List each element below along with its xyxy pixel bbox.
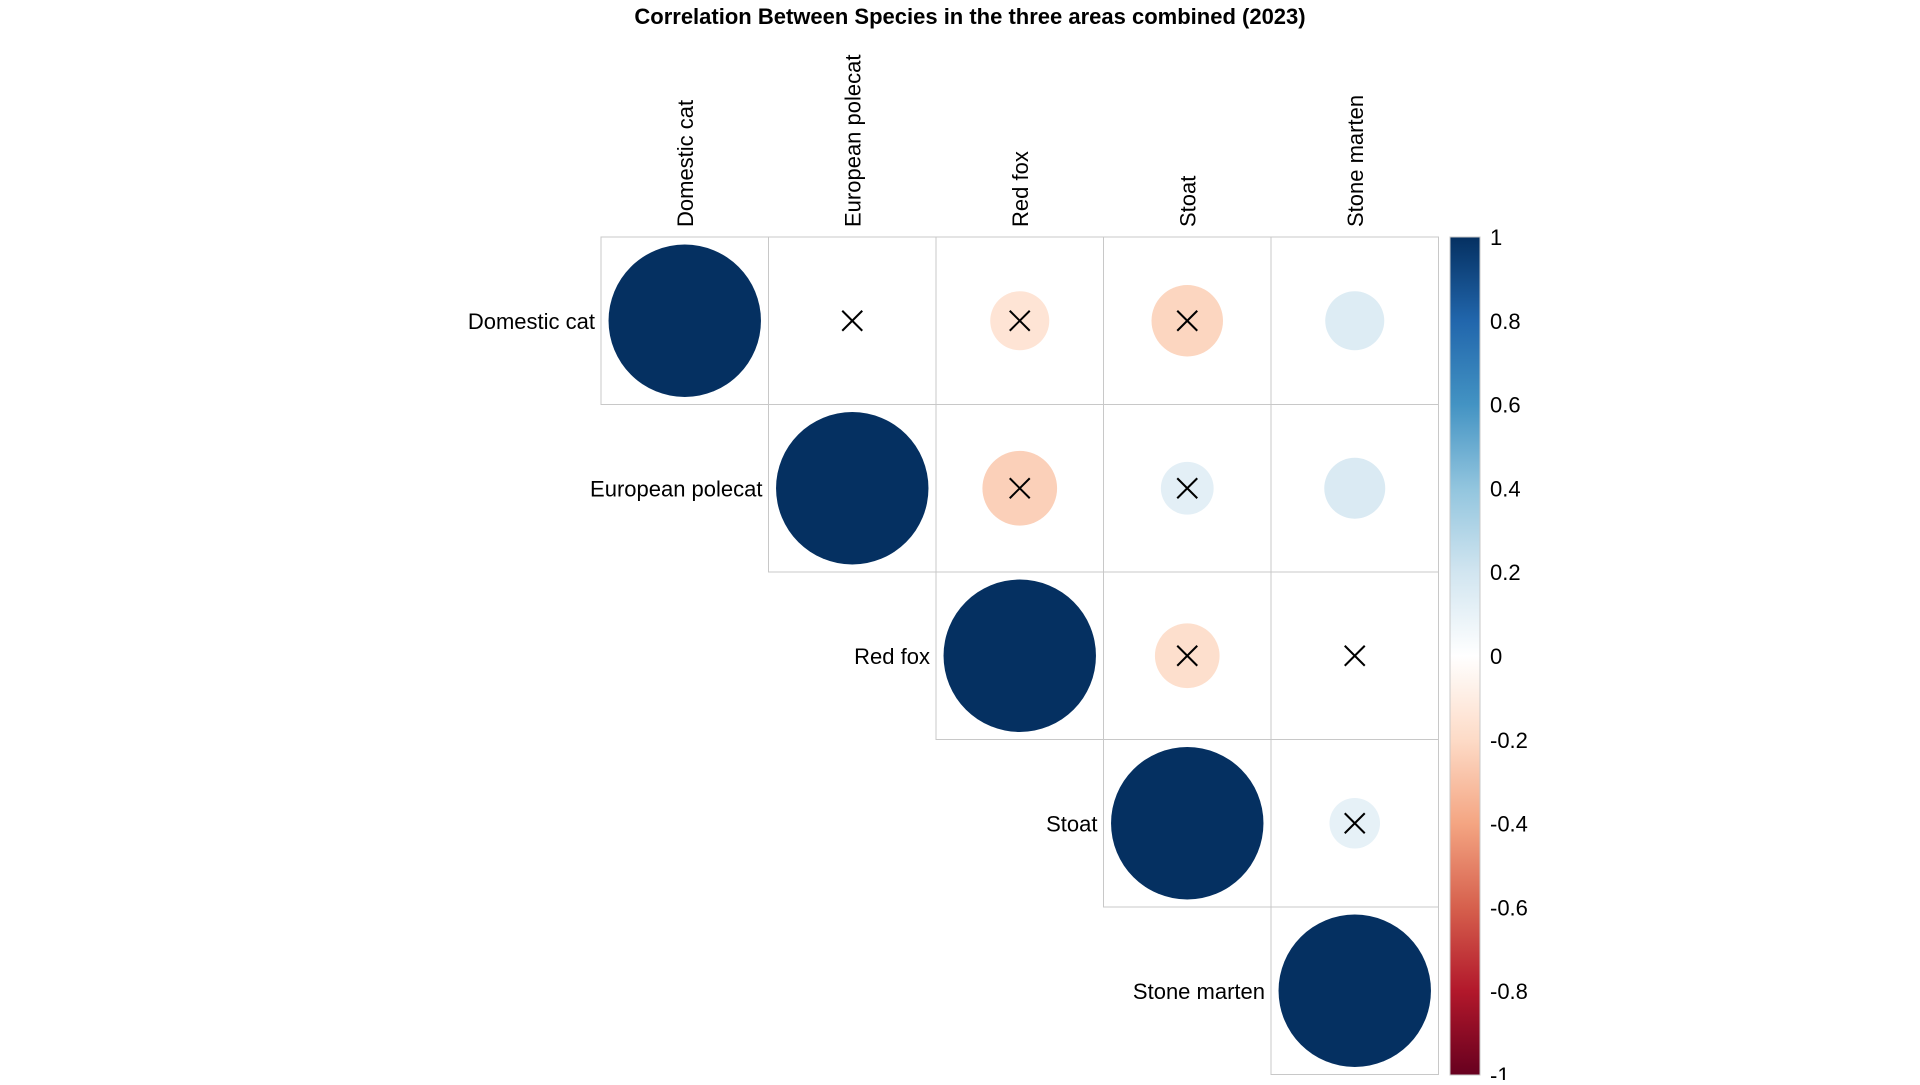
insignificant-cross-mark (841, 310, 863, 332)
colorbar-tick-label: -0.2 (1490, 728, 1528, 753)
colorbar-tick-label: 1 (1490, 225, 1502, 250)
insignificant-cross-mark (1344, 645, 1366, 667)
colorbar-tick-label: 0.8 (1490, 309, 1521, 334)
insignificant-cross-mark (1009, 477, 1031, 499)
row-label: European polecat (590, 476, 762, 501)
cross-layer (841, 310, 1366, 834)
colorbar-gradient (1449, 236, 1481, 1076)
column-label: Domestic cat (673, 100, 698, 227)
insignificant-cross-mark (1344, 812, 1366, 834)
colorbar-tick-label: 0.6 (1490, 393, 1521, 418)
row-label: Domestic cat (468, 309, 595, 334)
colorbar: 1 0.8 0.6 0.4 0.2 0 -0.2 -0.4 -0.6 -0.8 -1 (1449, 225, 1528, 1085)
column-label: European polecat (840, 55, 865, 227)
column-label: Stoat (1175, 176, 1200, 227)
grid-layer (600, 236, 1439, 1075)
colorbar-tick-label: 0 (1490, 644, 1502, 669)
insignificant-cross-mark (1176, 477, 1198, 499)
row-label: Stone marten (1133, 979, 1265, 1004)
column-label: Stone marten (1343, 95, 1368, 227)
column-label: Red fox (1008, 151, 1033, 227)
label-layer: Domestic cat Domestic cat European polecat… (468, 55, 1368, 1004)
correlation-circle (1111, 747, 1264, 900)
row-label: Stoat (1046, 811, 1097, 836)
circle-layer (608, 244, 1431, 1067)
correlation-circle (943, 579, 1096, 732)
colorbar-tick-label: -0.4 (1490, 812, 1528, 837)
correlation-circle (1278, 914, 1431, 1067)
correlation-circle (1325, 291, 1385, 351)
chart-title: Correlation Between Species in the three… (634, 4, 1305, 29)
grid-cell (1270, 906, 1439, 1075)
colorbar-tick-label: 0.4 (1490, 476, 1521, 501)
colorbar-tick-label: -0.8 (1490, 979, 1528, 1004)
insignificant-cross-mark (1009, 310, 1031, 332)
correlation-circle (776, 412, 929, 565)
correlation-circle (608, 244, 761, 397)
colorbar-tick-label: -0.6 (1490, 895, 1528, 920)
row-label: Red fox (854, 644, 930, 669)
colorbar-tick-label: 0.2 (1490, 560, 1521, 585)
correlation-circle (1324, 457, 1386, 519)
insignificant-cross-mark (1176, 645, 1198, 667)
insignificant-cross-mark (1176, 310, 1198, 332)
colorbar-tick-label: -1 (1490, 1063, 1510, 1080)
